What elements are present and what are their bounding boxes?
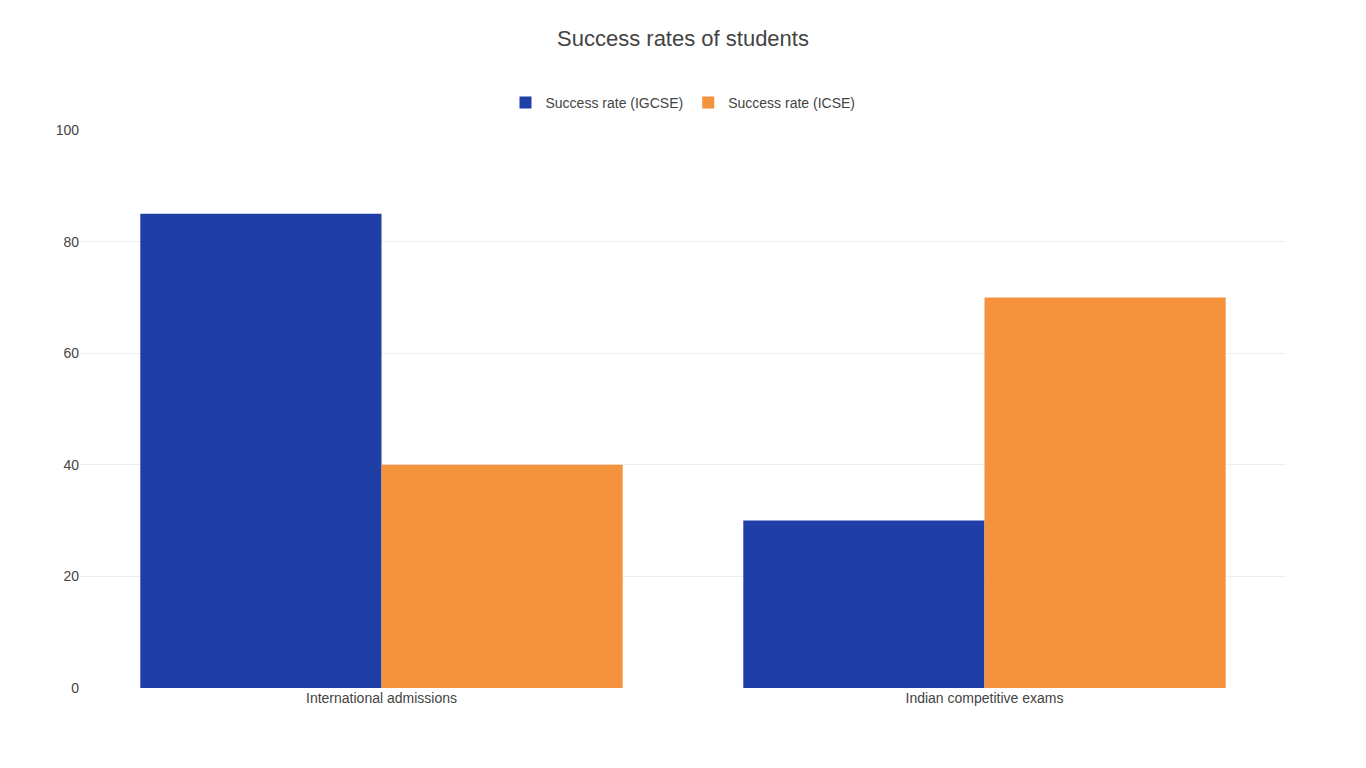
svg-text:Success rate (ICSE): Success rate (ICSE) [728,95,855,111]
svg-text:60: 60 [63,345,79,361]
svg-text:International admissions: International admissions [306,690,457,706]
svg-text:Indian competitive exams: Indian competitive exams [906,690,1064,706]
svg-text:0: 0 [71,680,79,696]
svg-text:Success rate (IGCSE): Success rate (IGCSE) [546,95,684,111]
svg-text:80: 80 [63,234,79,250]
svg-text:20: 20 [63,568,79,584]
svg-text:40: 40 [63,457,79,473]
svg-text:100: 100 [56,122,80,138]
svg-text:Success rates of students: Success rates of students [557,26,809,51]
